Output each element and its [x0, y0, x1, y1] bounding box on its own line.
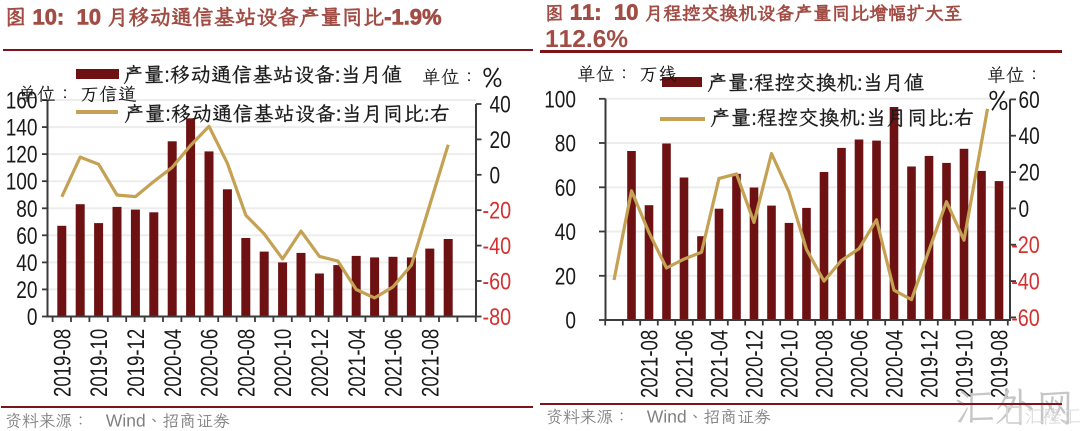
svg-text:2019-10: 2019-10 — [952, 330, 979, 398]
svg-text:2020-08: 2020-08 — [812, 330, 839, 398]
svg-text:-80: -80 — [483, 304, 512, 331]
svg-text:40: 40 — [555, 219, 576, 246]
svg-text:-60: -60 — [1011, 305, 1040, 332]
svg-text:80: 80 — [555, 131, 576, 158]
svg-text:100: 100 — [544, 86, 576, 113]
svg-text:2019-12: 2019-12 — [917, 330, 944, 398]
svg-text:60: 60 — [1019, 87, 1040, 114]
svg-text:40: 40 — [1019, 123, 1040, 150]
svg-text:2021-04: 2021-04 — [707, 330, 734, 398]
svg-text:0: 0 — [565, 308, 576, 335]
svg-text:2020-12: 2020-12 — [307, 329, 334, 397]
svg-text:2020-10: 2020-10 — [777, 330, 804, 398]
svg-text:-40: -40 — [483, 233, 512, 260]
svg-text:2020-12: 2020-12 — [742, 330, 769, 398]
svg-text:0: 0 — [1019, 196, 1030, 223]
svg-text:2020-06: 2020-06 — [847, 330, 874, 398]
svg-text:-60: -60 — [483, 269, 512, 296]
svg-text:60: 60 — [16, 223, 37, 250]
svg-text:0: 0 — [27, 304, 38, 331]
svg-text:2021-06: 2021-06 — [381, 329, 408, 397]
svg-text:2020-10: 2020-10 — [270, 329, 297, 397]
svg-text:-20: -20 — [483, 198, 512, 225]
svg-text:2019-10: 2019-10 — [86, 329, 113, 397]
svg-text:0: 0 — [490, 162, 501, 189]
svg-text:20: 20 — [1019, 160, 1040, 187]
svg-text:-40: -40 — [1011, 269, 1040, 296]
svg-text:40: 40 — [16, 250, 37, 277]
svg-text:2020-06: 2020-06 — [197, 329, 224, 397]
svg-text:2021-06: 2021-06 — [672, 330, 699, 398]
svg-text:20: 20 — [16, 277, 37, 304]
svg-text:40: 40 — [490, 92, 511, 119]
svg-text:2021-08: 2021-08 — [637, 330, 664, 398]
svg-text:2019-08: 2019-08 — [49, 329, 76, 397]
svg-text:2020-08: 2020-08 — [233, 329, 260, 397]
svg-text:120: 120 — [6, 142, 38, 169]
svg-text:2021-08: 2021-08 — [417, 329, 444, 397]
svg-text:2019-08: 2019-08 — [987, 330, 1014, 398]
svg-text:140: 140 — [6, 115, 38, 142]
svg-text:2020-04: 2020-04 — [882, 330, 909, 398]
svg-text:2021-04: 2021-04 — [344, 329, 371, 397]
svg-text:60: 60 — [555, 175, 576, 202]
svg-text:-20: -20 — [1011, 232, 1040, 259]
svg-text:100: 100 — [6, 169, 38, 196]
svg-text:80: 80 — [16, 196, 37, 223]
svg-text:2020-04: 2020-04 — [160, 329, 187, 397]
svg-text:20: 20 — [490, 127, 511, 154]
svg-text:20: 20 — [555, 263, 576, 290]
svg-text:2019-12: 2019-12 — [123, 329, 150, 397]
